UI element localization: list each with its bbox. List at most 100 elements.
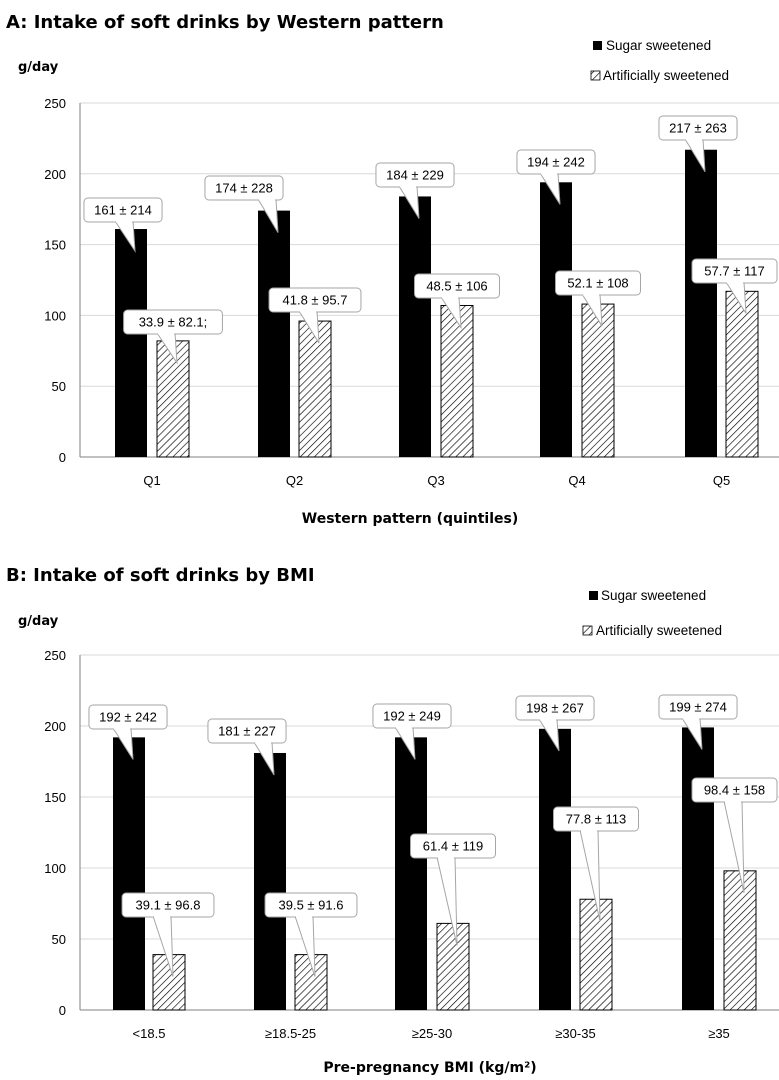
y-tick-label: 200 <box>44 167 66 182</box>
x-tick-label: ≥25-30 <box>412 1026 452 1041</box>
y-tick-label: 150 <box>44 790 66 805</box>
data-label-artificially-sweetened: 52.1 ± 108 <box>555 270 641 327</box>
data-label: 192 ± 249 <box>383 709 441 724</box>
data-label: 77.8 ± 113 <box>566 812 626 827</box>
data-label: 174 ± 228 <box>215 181 273 196</box>
x-tick-label: Q5 <box>713 473 730 488</box>
data-label-artificially-sweetened: 57.7 ± 117 <box>691 258 778 314</box>
data-label: 52.1 ± 108 <box>567 276 628 291</box>
bar-artificially-sweetened <box>294 954 328 1011</box>
chart-b-title: B: Intake of soft drinks by BMI <box>6 565 315 586</box>
bar-sugar-sweetened <box>540 182 572 457</box>
data-label-artificially-sweetened: 77.8 ± 113 <box>553 806 639 922</box>
chart-a: A: Intake of soft drinks by Western patt… <box>6 12 779 527</box>
bar-sugar-sweetened <box>399 196 431 457</box>
data-label: 198 ± 267 <box>526 701 584 716</box>
data-label-sugar-sweetened: 184 ± 229 <box>375 162 455 219</box>
x-tick-label: ≥18.5-25 <box>265 1026 316 1041</box>
y-tick-label: 100 <box>44 861 66 876</box>
data-label-artificially-sweetened: 98.4 ± 158 <box>691 777 778 893</box>
data-label: 61.4 ± 119 <box>423 839 483 854</box>
callout-box <box>207 718 287 744</box>
data-label-sugar-sweetened: 161 ± 214 <box>83 197 163 253</box>
x-tick-label: ≥35 <box>708 1026 730 1041</box>
data-label: 57.7 ± 117 <box>704 264 764 279</box>
data-label-artificially-sweetened: 39.5 ± 91.6 <box>264 892 358 977</box>
data-label: 41.8 ± 95.7 <box>283 293 348 308</box>
x-tick-label: Q2 <box>286 473 303 488</box>
data-label-artificially-sweetened: 33.9 ± 82.1; <box>123 309 223 365</box>
data-label: 33.9 ± 82.1; <box>139 315 208 330</box>
y-tick-label: 0 <box>59 450 66 465</box>
data-label: 217 ± 263 <box>669 121 727 136</box>
x-tick-label: Q1 <box>143 473 160 488</box>
chart-a-legend: Sugar sweetened Artificially sweetened <box>590 38 729 83</box>
chart-b-ylabel: g/day <box>18 614 59 629</box>
bar-artificially-sweetened <box>579 898 613 1011</box>
bar-artificially-sweetened <box>436 922 470 1011</box>
chart-a-plot: 0 50 100 150 200 250 Q1 Q2 Q3 Q4 Q5 161 ± 214 174 ± … <box>44 96 779 488</box>
bar-sugar-sweetened <box>254 752 286 1010</box>
y-tick-label: 250 <box>44 648 66 663</box>
callout-box <box>204 175 284 201</box>
bar-sugar-sweetened <box>258 210 290 457</box>
bar-artificially-sweetened <box>723 870 757 1011</box>
x-tick-label: Q4 <box>568 473 585 488</box>
x-tick-label: ≥30-35 <box>555 1026 595 1041</box>
legend-swatch-sugar <box>589 591 598 600</box>
y-tick-label: 200 <box>44 719 66 734</box>
data-label-sugar-sweetened: 192 ± 242 <box>88 704 168 760</box>
data-label-sugar-sweetened: 198 ± 267 <box>515 695 595 752</box>
legend-label-artificial: Artificially sweetened <box>596 623 722 638</box>
data-label-artificially-sweetened: 39.1 ± 96.8 <box>121 892 215 977</box>
bar-artificially-sweetened <box>298 320 332 458</box>
chart-b-plot: 0 50 100 150 200 250 <18.5 ≥18.5-25 ≥25-30 ≥30-35… <box>44 648 779 1041</box>
data-label-sugar-sweetened: 194 ± 242 <box>516 149 596 205</box>
bar-sugar-sweetened <box>113 737 145 1010</box>
data-label: 161 ± 214 <box>94 203 152 218</box>
bar-sugar-sweetened <box>685 149 717 457</box>
data-label-sugar-sweetened: 174 ± 228 <box>204 175 284 233</box>
y-tick-label: 50 <box>52 379 66 394</box>
legend-swatch-artificial <box>582 625 593 636</box>
data-label: 98.4 ± 158 <box>704 783 765 798</box>
data-label: 181 ± 227 <box>218 724 276 739</box>
bar-sugar-sweetened <box>395 737 427 1010</box>
chart-a-xlabel: Western pattern (quintiles) <box>302 511 518 527</box>
legend-label-artificial: Artificially sweetened <box>603 68 729 83</box>
bar-artificially-sweetened <box>725 290 759 458</box>
legend-swatch-artificial <box>590 70 601 81</box>
x-tick-label: <18.5 <box>133 1026 166 1041</box>
y-tick-label: 0 <box>59 1003 66 1018</box>
data-label: 39.1 ± 96.8 <box>136 898 201 913</box>
data-label: 39.5 ± 91.6 <box>279 898 344 913</box>
data-label-sugar-sweetened: 217 ± 263 <box>658 115 738 172</box>
bar-artificially-sweetened <box>156 340 190 458</box>
chart-a-ylabel: g/day <box>18 60 59 75</box>
chart-b-xlabel: Pre-pregnancy BMI (kg/m²) <box>323 1060 536 1076</box>
y-tick-label: 150 <box>44 238 66 253</box>
y-tick-label: 250 <box>44 96 66 111</box>
data-label-sugar-sweetened: 199 ± 274 <box>658 694 738 750</box>
legend-label-sugar: Sugar sweetened <box>606 38 711 53</box>
chart-b: B: Intake of soft drinks by BMI g/day Su… <box>6 565 779 1076</box>
bar-artificially-sweetened <box>581 303 615 458</box>
data-label-sugar-sweetened: 181 ± 227 <box>207 718 287 776</box>
bar-sugar-sweetened <box>682 727 714 1010</box>
data-label-artificially-sweetened: 48.5 ± 106 <box>414 273 500 330</box>
data-label-artificially-sweetened: 41.8 ± 95.7 <box>268 287 362 344</box>
data-label: 194 ± 242 <box>527 155 585 170</box>
bar-artificially-sweetened <box>440 304 474 458</box>
legend-label-sugar: Sugar sweetened <box>601 588 706 603</box>
legend-swatch-sugar <box>593 41 602 50</box>
y-tick-label: 50 <box>52 932 66 947</box>
chart-b-legend: Sugar sweetened Artificially sweetened <box>582 588 722 638</box>
data-label-artificially-sweetened: 61.4 ± 119 <box>410 833 496 946</box>
chart-a-title: A: Intake of soft drinks by Western patt… <box>6 12 444 33</box>
bar-sugar-sweetened <box>539 728 571 1010</box>
data-label: 199 ± 274 <box>669 700 727 715</box>
bar-sugar-sweetened <box>115 229 147 457</box>
x-tick-label: Q3 <box>427 473 444 488</box>
data-label: 48.5 ± 106 <box>426 279 487 294</box>
